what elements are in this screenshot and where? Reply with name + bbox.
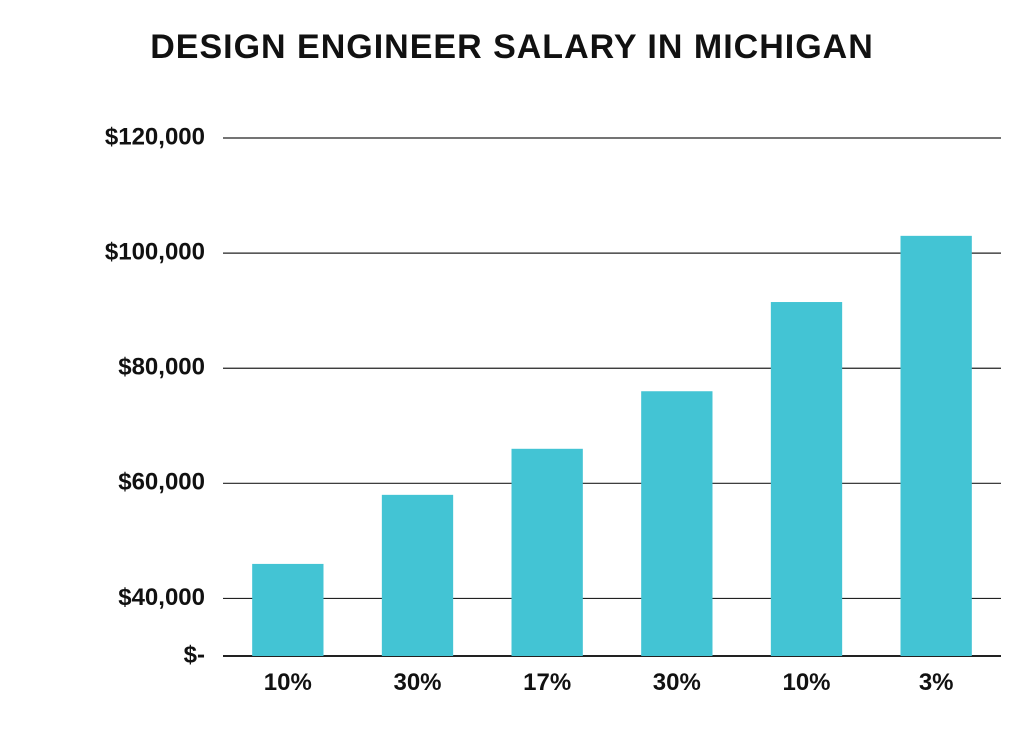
y-tick-label: $60,000 — [118, 469, 205, 496]
y-tick-label: $100,000 — [105, 238, 205, 265]
x-tick-label: 3% — [919, 669, 954, 696]
y-tick-label: $40,000 — [118, 584, 205, 611]
y-tick-label: $120,000 — [105, 123, 205, 150]
bar — [641, 391, 712, 656]
bar-chart: $120,000 $100,000 $80,000 $60,000 $40,000 $- 1… — [55, 120, 1001, 720]
x-tick-label: 10% — [782, 669, 830, 696]
bar — [382, 495, 453, 656]
y-tick-label: $- — [184, 641, 205, 668]
bar — [901, 236, 972, 656]
chart-container: DESIGN ENGINEER SALARY IN MICHIGAN $120,… — [0, 0, 1024, 741]
chart-title: DESIGN ENGINEER SALARY IN MICHIGAN — [0, 28, 1024, 67]
bar — [252, 564, 323, 656]
x-tick-label: 17% — [523, 669, 571, 696]
y-tick-label: $80,000 — [118, 354, 205, 381]
bar — [771, 302, 842, 656]
x-tick-label: 30% — [393, 669, 441, 696]
bar — [512, 449, 583, 656]
x-tick-label: 10% — [264, 669, 312, 696]
x-tick-label: 30% — [653, 669, 701, 696]
